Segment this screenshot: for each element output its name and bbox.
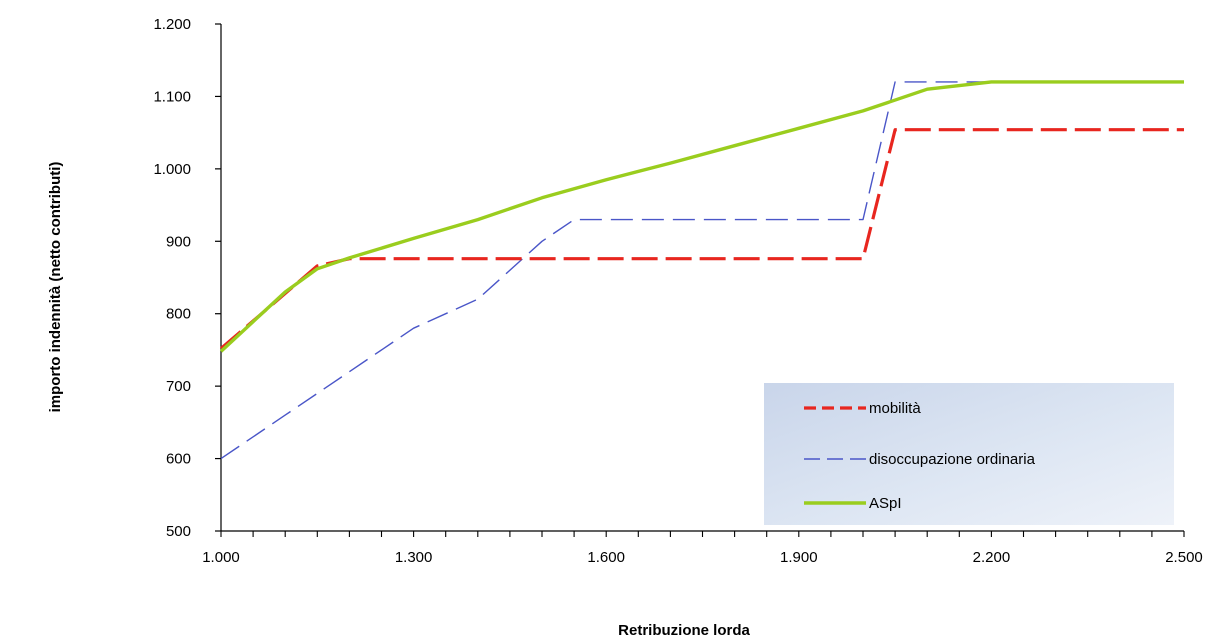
series-line-0 (219, 128, 1184, 350)
y-axis-ticks: 500 600 700 800 900 1.000 1.100 1.200 (153, 16, 221, 540)
x-axis-title: Retribuzione lorda (618, 622, 750, 639)
legend-label-2: ASpI (869, 495, 902, 512)
legend-label-0: mobilità (869, 400, 921, 417)
legend: mobilità disoccupazione ordinaria ASpI (764, 383, 1174, 525)
series-lines (219, 80, 1184, 460)
x-tick-label: 1.600 (587, 549, 625, 566)
y-tick-label: 1.000 (153, 161, 191, 178)
y-tick-label: 1.100 (153, 88, 191, 105)
y-tick-label: 800 (166, 306, 191, 323)
x-tick-label: 1.900 (780, 549, 818, 566)
y-tick-label: 500 (166, 523, 191, 540)
x-tick-label: 1.000 (202, 549, 240, 566)
series-line-2 (219, 80, 1184, 353)
x-axis-ticks: 1.000 1.300 1.600 1.900 2.200 2.500 (202, 531, 1203, 566)
x-tick-label: 2.200 (973, 549, 1011, 566)
y-tick-label: 900 (166, 233, 191, 250)
y-tick-label: 700 (166, 378, 191, 395)
x-tick-label: 1.300 (395, 549, 433, 566)
legend-label-1: disoccupazione ordinaria (869, 451, 1036, 468)
y-tick-label: 600 (166, 451, 191, 468)
y-axis-title: importo indennità (netto contributi) (47, 162, 64, 413)
x-tick-label: 2.500 (1165, 549, 1203, 566)
axes: 500 600 700 800 900 1.000 1.100 1.200 1.000 1.30… (153, 16, 1202, 566)
y-tick-label: 1.200 (153, 16, 191, 33)
